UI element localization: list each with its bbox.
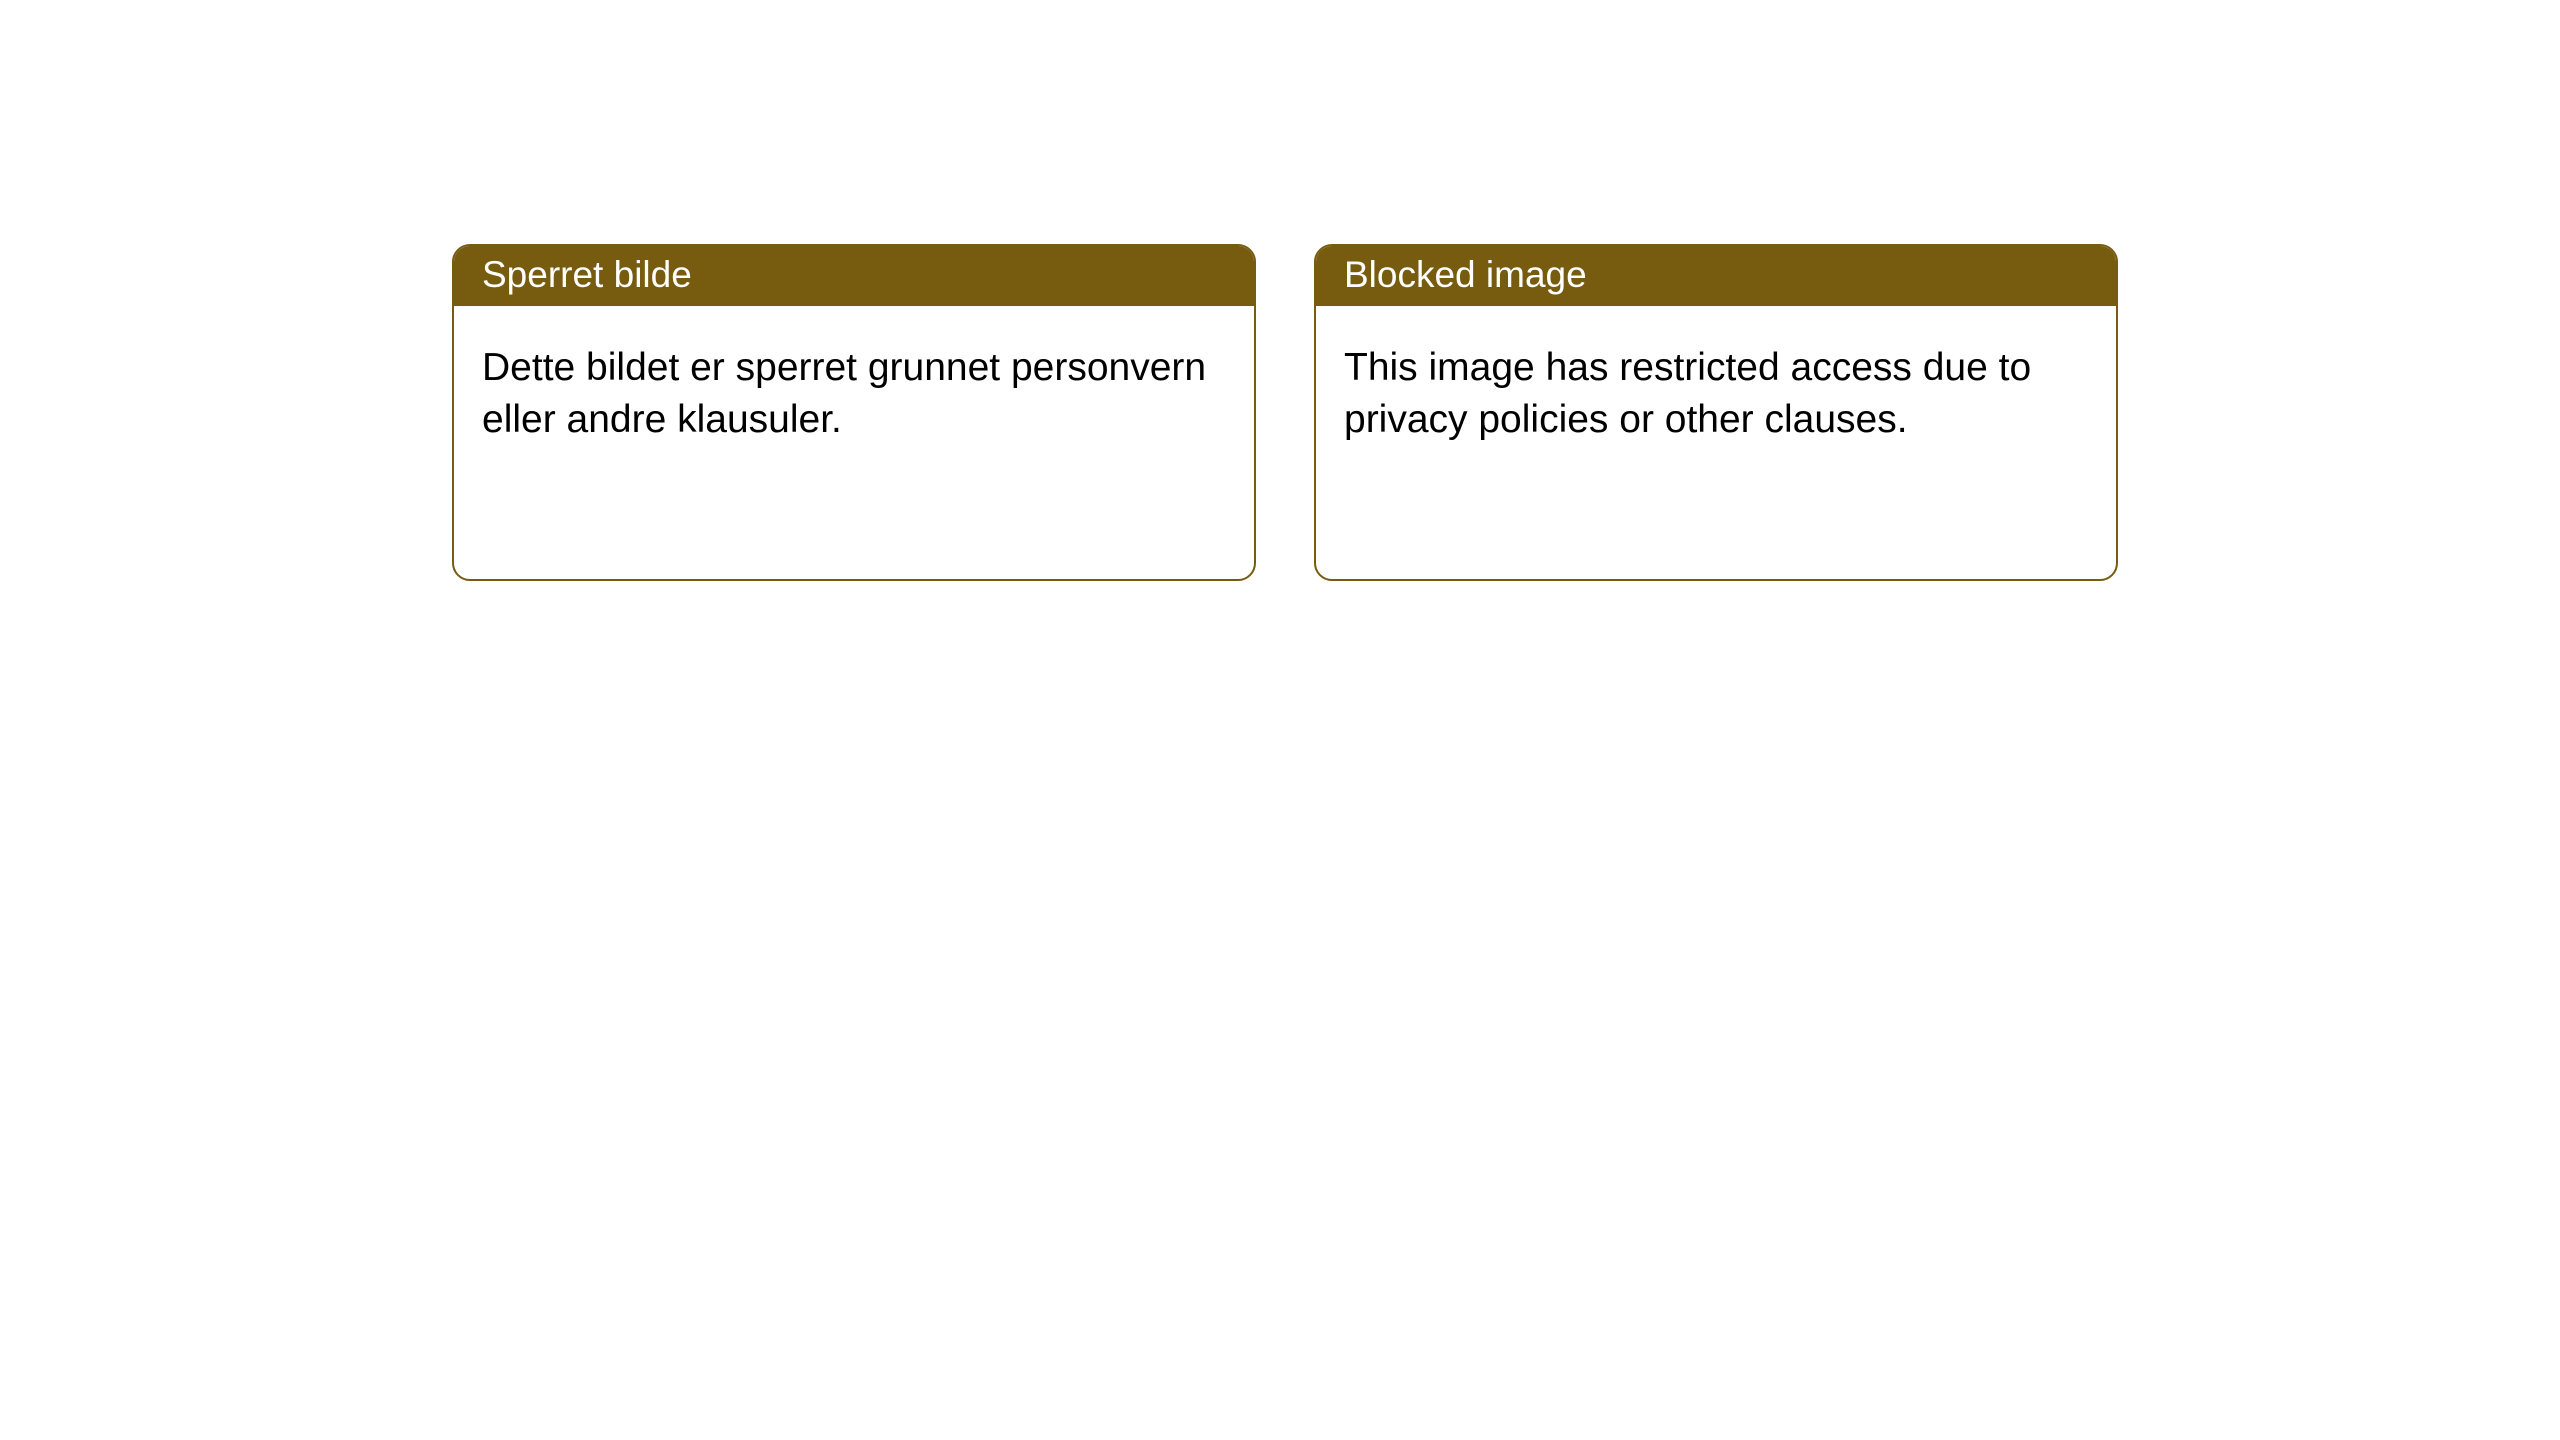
cards-container: Sperret bilde Dette bildet er sperret gr… [0, 0, 2560, 581]
card-title-no: Sperret bilde [454, 246, 1254, 306]
blocked-image-card-no: Sperret bilde Dette bildet er sperret gr… [452, 244, 1256, 581]
card-body-en: This image has restricted access due to … [1316, 306, 2116, 474]
blocked-image-card-en: Blocked image This image has restricted … [1314, 244, 2118, 581]
card-title-en: Blocked image [1316, 246, 2116, 306]
card-body-no: Dette bildet er sperret grunnet personve… [454, 306, 1254, 474]
